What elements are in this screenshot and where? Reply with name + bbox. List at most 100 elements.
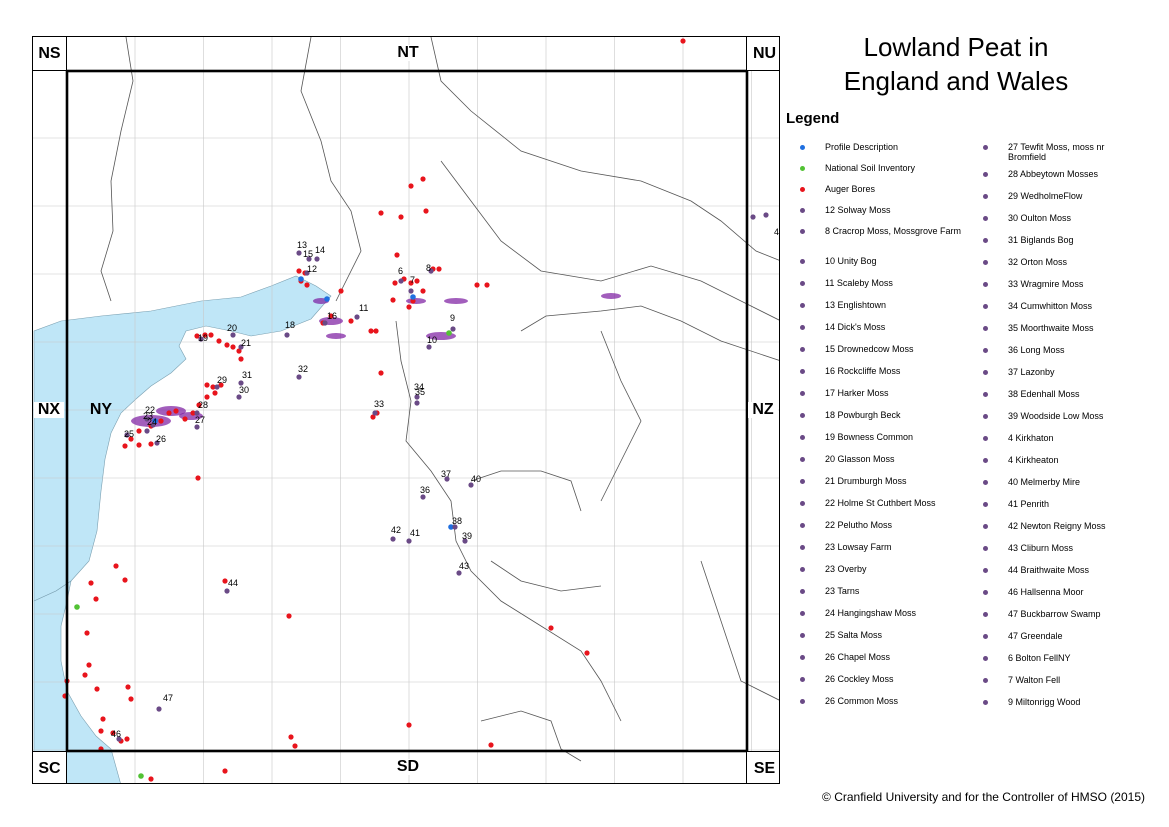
- auger-bore-point: [420, 176, 426, 182]
- site-number-label: 27: [195, 415, 205, 425]
- site-number-label: 34: [414, 382, 424, 392]
- legend-item-label: 32 Orton Moss: [1008, 257, 1068, 267]
- auger-bore-point: [680, 38, 686, 44]
- legend-marker-icon: [983, 700, 988, 705]
- legend-item: 38 Edenhall Moss: [983, 389, 1133, 411]
- legend-item-label: Profile Description: [825, 142, 899, 152]
- legend-item-label: 27 Tewfit Moss, moss nr Bromfield: [1008, 142, 1105, 162]
- legend-item-label: 34 Cumwhitton Moss: [1008, 301, 1093, 311]
- site-number-label: 35: [415, 387, 425, 397]
- auger-bore-point: [436, 266, 442, 272]
- legend-marker-icon: [983, 392, 988, 397]
- auger-bore-point: [390, 297, 396, 303]
- legend-item-label: 46 Hallsenna Moor: [1008, 587, 1084, 597]
- legend-item: 7 Walton Fell: [983, 675, 1133, 697]
- sea-solway-firth: [33, 275, 332, 602]
- site-point: [156, 706, 162, 712]
- site-number-label: 7: [410, 275, 415, 285]
- site-point: [763, 212, 769, 218]
- map-frame[interactable]: 13 15 14 12 6 7 8 11 16 18 9 10 19 20 21 32 31 29 30 34 35 33…: [32, 36, 780, 784]
- boundary-line: [700, 560, 779, 701]
- site-point: [124, 432, 130, 438]
- site-point: [456, 570, 462, 576]
- site-point: [462, 538, 468, 544]
- site-point: [314, 256, 320, 262]
- legend-item: 30 Oulton Moss: [983, 213, 1133, 235]
- peat-patch: [131, 415, 171, 427]
- legend-marker-icon: [800, 611, 805, 616]
- legend-marker-icon: [983, 458, 988, 463]
- auger-bore-point: [88, 580, 94, 586]
- boundary-line: [440, 160, 779, 321]
- auger-bore-point: [410, 298, 416, 304]
- legend-item-label: 42 Newton Reigny Moss: [1008, 521, 1106, 531]
- legend-item-label: 17 Harker Moss: [825, 388, 889, 398]
- legend-item: 16 Rockcliffe Moss: [800, 366, 975, 388]
- auger-bore-point: [212, 390, 218, 396]
- legend-item-label: 43 Cliburn Moss: [1008, 543, 1074, 553]
- legend-item-label: 15 Drownedcow Moss: [825, 344, 914, 354]
- legend-item: 10 Unity Bog: [800, 256, 975, 278]
- auger-bore-point: [173, 408, 179, 414]
- grid-square-frame: [65, 69, 749, 753]
- legend-item: 19 Bowness Common: [800, 432, 975, 454]
- legend-marker-icon: [800, 208, 805, 213]
- auger-bore-point: [408, 280, 414, 286]
- site-number-label: 32: [298, 364, 308, 374]
- auger-bore-point: [338, 288, 344, 294]
- auger-bore-point: [210, 384, 216, 390]
- peat-patch: [444, 298, 468, 304]
- grid-label-bottom-center: SD: [388, 759, 428, 775]
- legend-item-label: 23 Overby: [825, 564, 867, 574]
- auger-bore-point: [128, 696, 134, 702]
- site-point: [144, 416, 150, 422]
- grid-label-top-right: NU: [746, 37, 779, 71]
- legend-item-label: 26 Cockley Moss: [825, 674, 894, 684]
- site-point: [398, 278, 404, 284]
- nsi-point: [138, 773, 144, 779]
- auger-bore-point: [122, 443, 128, 449]
- legend-item-label: 20 Glasson Moss: [825, 454, 895, 464]
- peat-patch: [156, 406, 186, 416]
- legend-item-label: 39 Woodside Low Moss: [1008, 411, 1104, 421]
- site-point: [214, 384, 220, 390]
- legend-item: 41 Penrith: [983, 499, 1133, 521]
- grid-label-bottom-left: SC: [33, 751, 67, 783]
- peat-patch: [406, 298, 426, 304]
- legend-item: 35 Moorthwaite Moss: [983, 323, 1133, 345]
- legend-item: 12 Solway Moss: [800, 205, 975, 226]
- auger-bore-point: [100, 716, 106, 722]
- boundary-line: [490, 560, 602, 592]
- legend-marker-icon: [800, 567, 805, 572]
- legend-item: 18 Powburgh Beck: [800, 410, 975, 432]
- legend-marker-icon: [800, 413, 805, 418]
- legend-item: 4 Kirkheaton: [983, 455, 1133, 477]
- legend-item-label: 21 Drumburgh Moss: [825, 476, 907, 486]
- site-point: [428, 268, 434, 274]
- legend-item: 23 Overby: [800, 564, 975, 586]
- site-point: [414, 400, 420, 406]
- auger-bore-point: [195, 475, 201, 481]
- legend-item: 23 Lowsay Farm: [800, 542, 975, 564]
- site-point: [238, 344, 244, 350]
- legend-marker-icon: [800, 523, 805, 528]
- copyright-notice: © Cranfield University and for the Contr…: [822, 790, 1145, 804]
- site-point: [414, 394, 420, 400]
- legend-marker-icon: [983, 436, 988, 441]
- site-number-label: 12: [307, 264, 317, 274]
- legend-marker-icon: [983, 348, 988, 353]
- legend-marker-icon: [800, 677, 805, 682]
- legend-marker-icon: [800, 501, 805, 506]
- legend-item-label: 38 Edenhall Moss: [1008, 389, 1080, 399]
- legend-item-label: 8 Cracrop Moss, Mossgrove Farm: [825, 226, 962, 236]
- site-number-label: 36: [420, 485, 430, 495]
- site-point: [420, 494, 426, 500]
- map-title-line-2: England and Wales: [843, 66, 1069, 96]
- site-number-label: 11: [359, 303, 368, 313]
- auger-bore-point: [93, 596, 99, 602]
- legend-item: 29 WedholmeFlow: [983, 191, 1133, 213]
- legend-item-label: 33 Wragmire Moss: [1008, 279, 1084, 289]
- legend-marker-icon: [800, 699, 805, 704]
- auger-bore-point: [202, 332, 208, 338]
